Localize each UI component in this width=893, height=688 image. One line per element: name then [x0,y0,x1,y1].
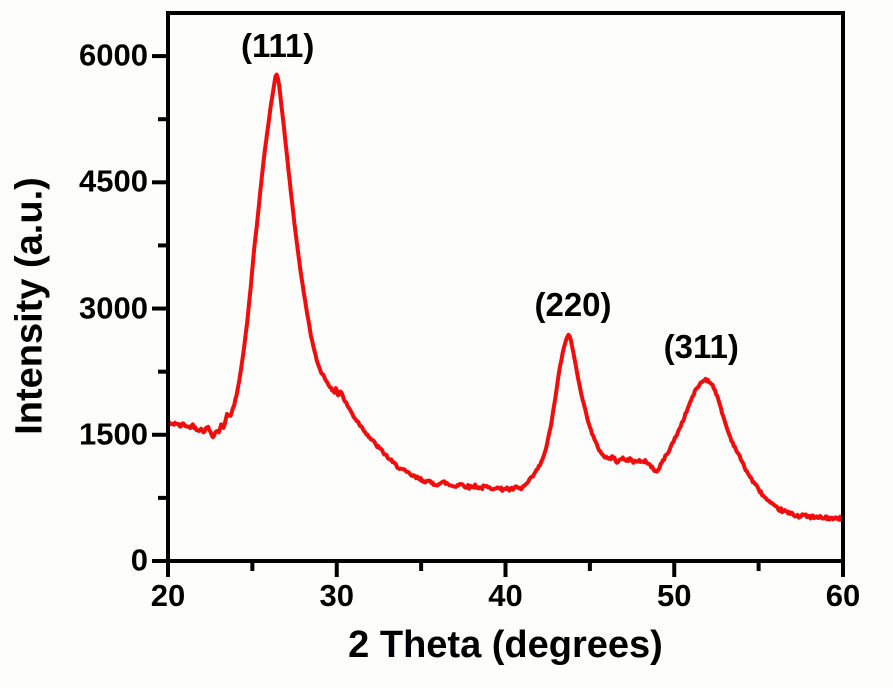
y-tick-label-3000: 3000 [79,289,148,325]
y-tick-label-6000: 6000 [79,37,148,73]
peak-annotation-220: (220) [534,286,612,324]
x-tick-label-40: 40 [488,578,523,613]
peak-annotation-311: (311) [663,328,739,366]
y-axis-title: Intensity (a.u.) [8,177,51,435]
y-tick-label-4500: 4500 [79,163,148,199]
x-axis-title: 2 Theta (degrees) [348,624,663,666]
x-tick-label-20: 20 [150,578,186,613]
xrd-curve [168,72,843,522]
x-tick-label-50: 50 [657,578,692,613]
y-tick-label-1500: 1500 [79,416,148,452]
axes-frame [166,11,845,563]
x-tick-label-30: 30 [319,578,354,613]
peak-annotation-111: (111) [240,26,315,64]
x-tick-label-60: 60 [825,578,861,613]
y-tick-label-0: 0 [130,542,148,578]
